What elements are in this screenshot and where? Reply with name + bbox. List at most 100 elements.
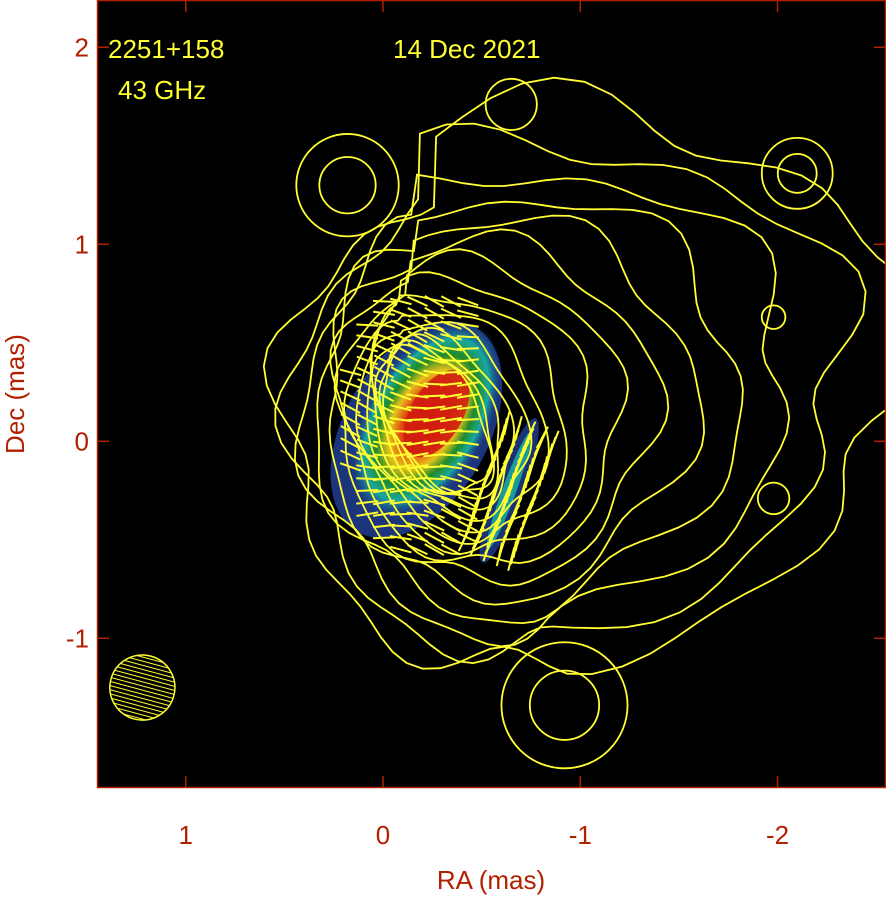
evpa-vector (357, 413, 378, 426)
evpa-vector (441, 519, 462, 533)
x-axis-title: RA (mas) (437, 865, 545, 895)
evpa-vector (356, 500, 379, 505)
contour-island (295, 133, 400, 238)
evpa-vector (389, 524, 412, 528)
heat-peak (403, 370, 470, 458)
evpa-vector (457, 462, 479, 472)
evpa-vector (340, 401, 361, 414)
evpa-vector (373, 377, 395, 391)
evpa-vector (340, 449, 361, 461)
evpa-vector (356, 425, 378, 437)
evpa-vector (356, 344, 379, 353)
y-axis: 2 1 0 -1 (66, 32, 886, 653)
evpa-vector (389, 475, 412, 482)
evpa-vector (456, 347, 479, 351)
evpa-vector (356, 489, 379, 493)
y-tick-label: -1 (66, 623, 89, 653)
evpa-vector (389, 464, 412, 470)
evpa-vector (406, 500, 429, 504)
contour-island (500, 641, 629, 770)
evpa-vector (456, 451, 479, 459)
evpa-vector (423, 356, 446, 365)
evpa-vector (406, 440, 429, 446)
evpa-vector (457, 519, 479, 533)
evpa-vector (423, 416, 446, 423)
evpa-vector (390, 308, 412, 318)
evpa-vector (440, 320, 462, 330)
evpa-vector (423, 487, 446, 494)
evpa-vector (440, 393, 463, 399)
evpa-vector (373, 427, 395, 436)
source-name-label: 2251+158 (108, 34, 224, 64)
evpa-vector (456, 335, 479, 339)
evpa-vector (389, 441, 412, 445)
evpa-vector (372, 465, 396, 469)
evpa-vector (389, 452, 412, 458)
evpa-vector (440, 370, 463, 374)
evpa-vector (406, 489, 429, 492)
evpa-vector (389, 545, 412, 554)
evpa-vector (357, 401, 378, 415)
evpa-vector (440, 307, 462, 319)
evpa-vector (424, 531, 445, 544)
evpa-vector (406, 418, 429, 422)
contour-level (370, 326, 516, 511)
evpa-vector (407, 307, 428, 320)
contour-level (374, 333, 500, 500)
evpa-vector (389, 487, 412, 494)
evpa-vector (456, 440, 479, 446)
evpa-vector (357, 378, 378, 391)
evpa-vector (390, 378, 412, 390)
contour-level (343, 271, 589, 556)
beam-ellipse (109, 654, 176, 721)
evpa-vector (390, 391, 412, 401)
evpa-vector (339, 368, 362, 377)
contour-island-inner (528, 669, 601, 741)
evpa-vector (456, 369, 479, 376)
evpa-vector (356, 451, 379, 459)
evpa-vector (548, 430, 560, 454)
y-tick-label: 2 (75, 32, 89, 62)
evpa-vector (440, 441, 463, 445)
evpa-vector (406, 429, 429, 434)
evpa-vector (340, 425, 361, 438)
evpa-vector (356, 511, 379, 517)
contour-level (378, 339, 495, 494)
evpa-vector (390, 366, 411, 379)
evpa-vector (407, 342, 428, 355)
evpa-vector (440, 496, 462, 508)
x-axis: 1 0 -1 -2 (179, 0, 789, 850)
evpa-vector (340, 413, 361, 426)
contour-island (484, 77, 538, 131)
evpa-vector (373, 389, 395, 403)
evpa-vector (356, 366, 378, 378)
evpa-vector (456, 309, 479, 317)
evpa-vector (390, 354, 411, 367)
contour-level (328, 214, 706, 606)
evpa-vector (407, 295, 428, 307)
evpa-vector (373, 343, 395, 355)
evpa-vector (407, 318, 428, 332)
evpa-vector (373, 332, 395, 342)
evpa-vector (440, 381, 463, 387)
evpa-vector (373, 402, 395, 414)
evpa-vector (457, 473, 479, 485)
evpa-vector (356, 438, 378, 448)
evpa-vector (440, 416, 463, 423)
evpa-vector (456, 381, 479, 388)
evpa-vector (389, 404, 412, 412)
evpa-vector (440, 475, 462, 483)
evpa-vector (424, 295, 445, 308)
contour-island-inner (318, 156, 377, 215)
evpa-vector (407, 544, 428, 556)
evpa-vector (423, 520, 445, 532)
evpa-vector (406, 452, 429, 458)
evpa-vector (339, 379, 362, 389)
evpa-vector (372, 499, 396, 506)
evpa-vector (457, 532, 479, 544)
evpa-vector (440, 295, 462, 308)
restoring-beam (109, 654, 176, 721)
evpa-vector (456, 429, 479, 433)
evpa-vector (424, 318, 445, 332)
